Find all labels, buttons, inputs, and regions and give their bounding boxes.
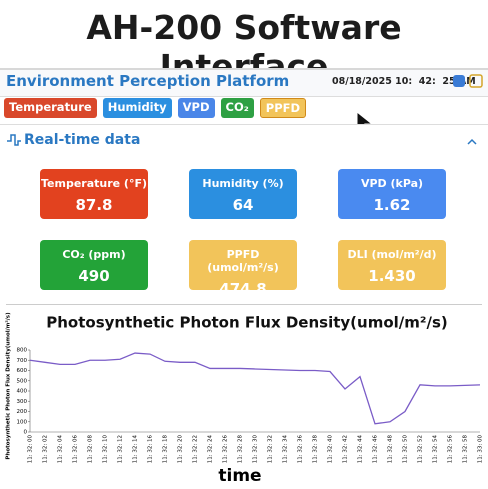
chart-title: Photosynthetic Photon Flux Density(umol/… [46, 314, 447, 332]
x-tick-label: 11: 32: 52 [418, 435, 424, 463]
x-tick-label: 11: 32: 14 [133, 435, 139, 464]
y-tick-label: 700 [17, 358, 28, 364]
x-tick-label: 11: 32: 58 [463, 435, 469, 464]
page-title: AH-200 Software Interface [86, 8, 402, 86]
card-value: 474.8 [219, 280, 267, 298]
maximize-button[interactable] [469, 74, 483, 88]
data-card: DLI (mol/m²/d) 1.430 [338, 240, 446, 290]
card-label: VPD (kPa) [360, 177, 424, 190]
x-tick-label: 11: 32: 38 [313, 435, 319, 464]
x-tick-label: 11: 32: 10 [103, 435, 109, 464]
minimize-button[interactable] [453, 75, 465, 87]
x-tick-label: 11: 32: 42 [343, 435, 349, 463]
tab[interactable]: CO₂ [220, 98, 254, 118]
data-card: Humidity (%) 64 [189, 169, 297, 219]
card-label: Temperature (°F) [40, 177, 148, 190]
datetime: 08/18/2025 10: 42: 25 AM [332, 76, 476, 87]
x-tick-label: 11: 32: 18 [163, 435, 169, 464]
card-value: 1.430 [368, 267, 416, 285]
x-tick-label: 11: 32: 12 [118, 435, 124, 463]
panel-icon [7, 134, 21, 146]
data-card: PPFD (umol/m²/s) 474.8 [189, 240, 297, 298]
y-tick-label: 400 [17, 389, 28, 395]
y-tick-label: 300 [17, 399, 28, 405]
card-value: 1.62 [373, 196, 411, 214]
y-tick-label: 500 [17, 378, 28, 384]
tab[interactable]: VPD [177, 98, 215, 118]
y-axis-label: Photosynthetic Photon Flux Density(umol/… [5, 312, 12, 460]
panel-title: Real-time data [24, 132, 141, 148]
x-tick-label: 11: 32: 36 [298, 435, 304, 464]
x-tick-label: 11: 32: 16 [148, 435, 154, 464]
card-label: CO₂ (ppm) [62, 248, 126, 261]
x-tick-label: 11: 32: 56 [448, 435, 454, 464]
x-tick-label: 11: 32: 24 [208, 435, 214, 464]
card-value: 490 [78, 267, 110, 285]
chart: Photosynthetic Photon Flux Density(umol/… [5, 304, 484, 486]
x-tick-label: 11: 32: 08 [88, 435, 94, 464]
x-tick-label: 11: 32: 22 [193, 435, 199, 463]
x-tick-label: 11: 32: 34 [283, 435, 289, 464]
x-tick-label: 11: 32: 46 [373, 435, 379, 464]
x-tick-label: 11: 32: 30 [253, 435, 259, 464]
window-controls [453, 74, 483, 88]
y-tick-label: 200 [17, 409, 28, 415]
tab[interactable]: PPFD [259, 98, 307, 118]
collapse-button[interactable] [466, 138, 478, 146]
x-tick-label: 11: 32: 26 [223, 435, 229, 464]
x-tick-label: 11: 33: 00 [478, 435, 484, 464]
x-tick-label: 11: 32: 44 [358, 435, 364, 464]
x-tick-label: 11: 32: 50 [403, 435, 409, 464]
tab[interactable]: Temperature [4, 98, 97, 118]
y-tick-label: 100 [17, 419, 28, 425]
card-label: PPFD (umol/m²/s) [207, 248, 279, 274]
y-tick-label: 800 [17, 348, 28, 354]
data-card: Temperature (°F) 87.8 [40, 169, 148, 219]
y-tick-label: 600 [17, 368, 28, 374]
x-tick-label: 11: 32: 28 [238, 435, 244, 464]
x-tick-label: 11: 32: 54 [433, 435, 439, 464]
tab[interactable]: Humidity [102, 98, 172, 118]
data-card: VPD (kPa) 1.62 [338, 169, 446, 219]
top-bar [0, 68, 488, 97]
x-tick-label: 11: 32: 02 [43, 435, 49, 463]
x-tick-label: 11: 32: 48 [388, 435, 394, 464]
data-card: CO₂ (ppm) 490 [40, 240, 148, 290]
platform-title: Environment Perception Platform [6, 72, 290, 90]
x-tick-label: 11: 32: 40 [328, 435, 334, 464]
data-line [29, 352, 481, 425]
x-axis-label: time [218, 466, 261, 486]
card-label: DLI (mol/m²/d) [347, 248, 437, 261]
x-tick-label: 11: 32: 00 [28, 435, 34, 464]
card-value: 64 [232, 196, 254, 214]
x-tick-label: 11: 32: 06 [73, 435, 79, 464]
tab-bar: Temperature Humidity VPD CO₂ PPFD [4, 98, 307, 118]
x-tick-label: 11: 32: 04 [58, 435, 64, 464]
y-tick-label: 0 [24, 430, 28, 436]
x-tick-label: 11: 32: 32 [268, 435, 274, 463]
card-value: 87.8 [75, 196, 113, 214]
x-tick-label: 11: 32: 20 [178, 435, 184, 464]
card-label: Humidity (%) [202, 177, 284, 190]
